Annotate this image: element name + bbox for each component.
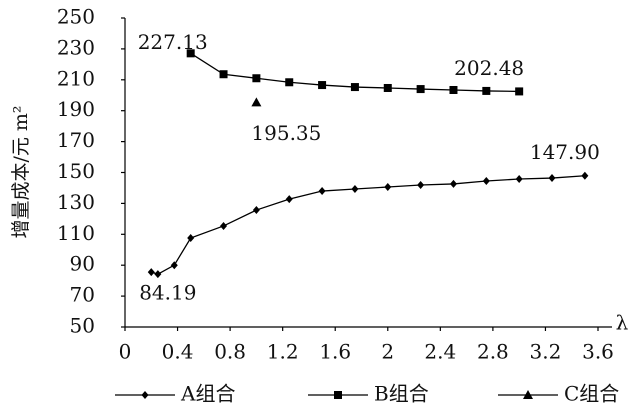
- data-label: 84.19: [139, 281, 196, 305]
- legend-label: B组合: [374, 382, 429, 406]
- x-tick-label: 2.4: [424, 340, 456, 364]
- x-tick-label: 0: [119, 340, 132, 364]
- y-tick-label: 110: [57, 221, 95, 245]
- marker: [285, 195, 293, 204]
- y-tick-label: 190: [57, 97, 95, 121]
- marker: [515, 174, 523, 183]
- data-label: 147.90: [530, 140, 600, 164]
- series-line: [151, 175, 585, 275]
- y-tick-label: 70: [70, 283, 95, 307]
- marker: [252, 206, 260, 215]
- marker: [251, 97, 262, 107]
- y-tick-label: 90: [70, 252, 95, 276]
- marker: [548, 174, 556, 183]
- marker: [416, 85, 425, 94]
- marker: [219, 70, 228, 79]
- marker: [252, 74, 261, 83]
- marker: [285, 78, 294, 87]
- x-tick-label: 1.6: [319, 340, 351, 364]
- legend-marker: [141, 391, 149, 399]
- marker: [383, 83, 392, 92]
- marker: [482, 86, 491, 95]
- y-tick-label: 150: [57, 159, 95, 183]
- marker: [350, 83, 359, 92]
- legend-marker: [523, 390, 533, 399]
- marker: [482, 176, 490, 185]
- y-tick-label: 230: [57, 35, 95, 59]
- y-axis-label: 增量成本/元 m²: [10, 105, 32, 238]
- marker: [515, 87, 524, 96]
- data-label: 202.48: [454, 56, 524, 80]
- x-axis-label: λ: [616, 311, 629, 335]
- y-tick-label: 170: [57, 128, 95, 152]
- x-tick-label: 0.4: [162, 340, 194, 364]
- x-tick-label: 1.2: [267, 340, 299, 364]
- marker: [186, 49, 195, 58]
- legend-label: C组合: [564, 382, 619, 406]
- marker: [154, 270, 162, 279]
- x-tick-label: 2.8: [477, 340, 509, 364]
- marker: [581, 171, 589, 180]
- marker: [147, 268, 155, 277]
- x-tick-label: 3.6: [582, 340, 614, 364]
- y-tick-label: 210: [57, 66, 95, 90]
- marker: [318, 187, 326, 196]
- x-tick-label: 3.2: [530, 340, 562, 364]
- legend-label: A组合: [180, 382, 235, 406]
- marker: [170, 261, 178, 270]
- marker: [384, 183, 392, 192]
- marker: [220, 221, 228, 230]
- marker: [318, 81, 327, 90]
- data-label: 227.13: [138, 30, 208, 54]
- marker: [187, 234, 195, 243]
- x-tick-label: 0.8: [214, 340, 246, 364]
- marker: [351, 185, 359, 194]
- legend-marker: [334, 391, 342, 399]
- x-tick-label: 2: [381, 340, 394, 364]
- y-tick-label: 250: [57, 5, 95, 29]
- data-label: 195.35: [251, 121, 321, 145]
- y-tick-label: 50: [70, 314, 95, 338]
- marker: [449, 179, 457, 188]
- marker: [449, 85, 458, 94]
- y-tick-label: 130: [57, 190, 95, 214]
- marker: [417, 181, 425, 190]
